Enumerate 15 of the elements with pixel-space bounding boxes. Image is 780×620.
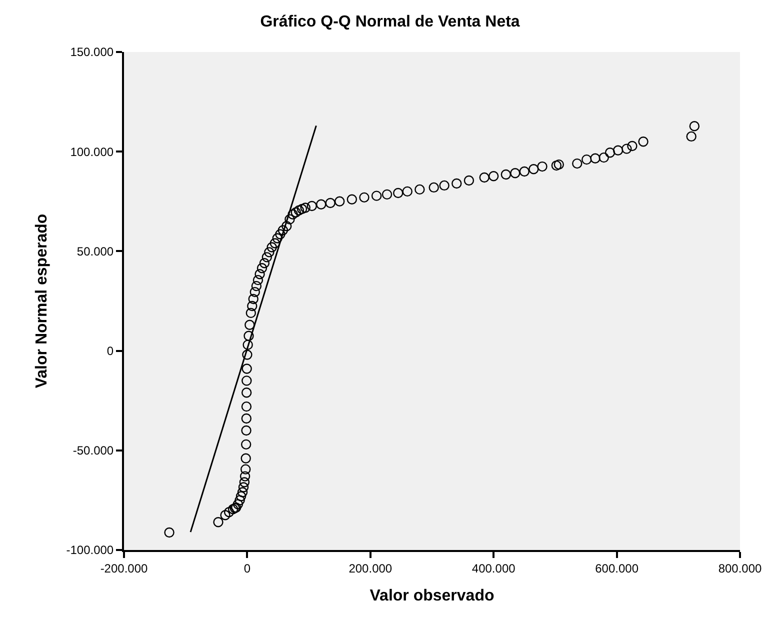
y-axis-title: Valor Normal esperado	[34, 214, 51, 388]
y-tick-label: 150.000	[70, 45, 114, 60]
x-tick-label: 0	[244, 561, 251, 576]
x-tick-label: 400.000	[472, 561, 516, 576]
y-tick-label: -50.000	[72, 444, 114, 458]
y-tick-label: -100.000	[66, 543, 114, 558]
y-tick-label: 100.000	[70, 144, 114, 159]
x-tick-label: 800.000	[718, 561, 762, 576]
x-tick-label: 200.000	[348, 561, 392, 576]
chart-title: Gráfico Q-Q Normal de Venta Neta	[260, 14, 520, 31]
y-tick-label: 0	[106, 344, 114, 358]
y-tick-label: 50.000	[76, 244, 114, 258]
x-axis-title: Valor observado	[370, 588, 494, 605]
x-tick-label: 600.000	[595, 561, 639, 576]
x-tick-label: -200.000	[100, 561, 148, 576]
